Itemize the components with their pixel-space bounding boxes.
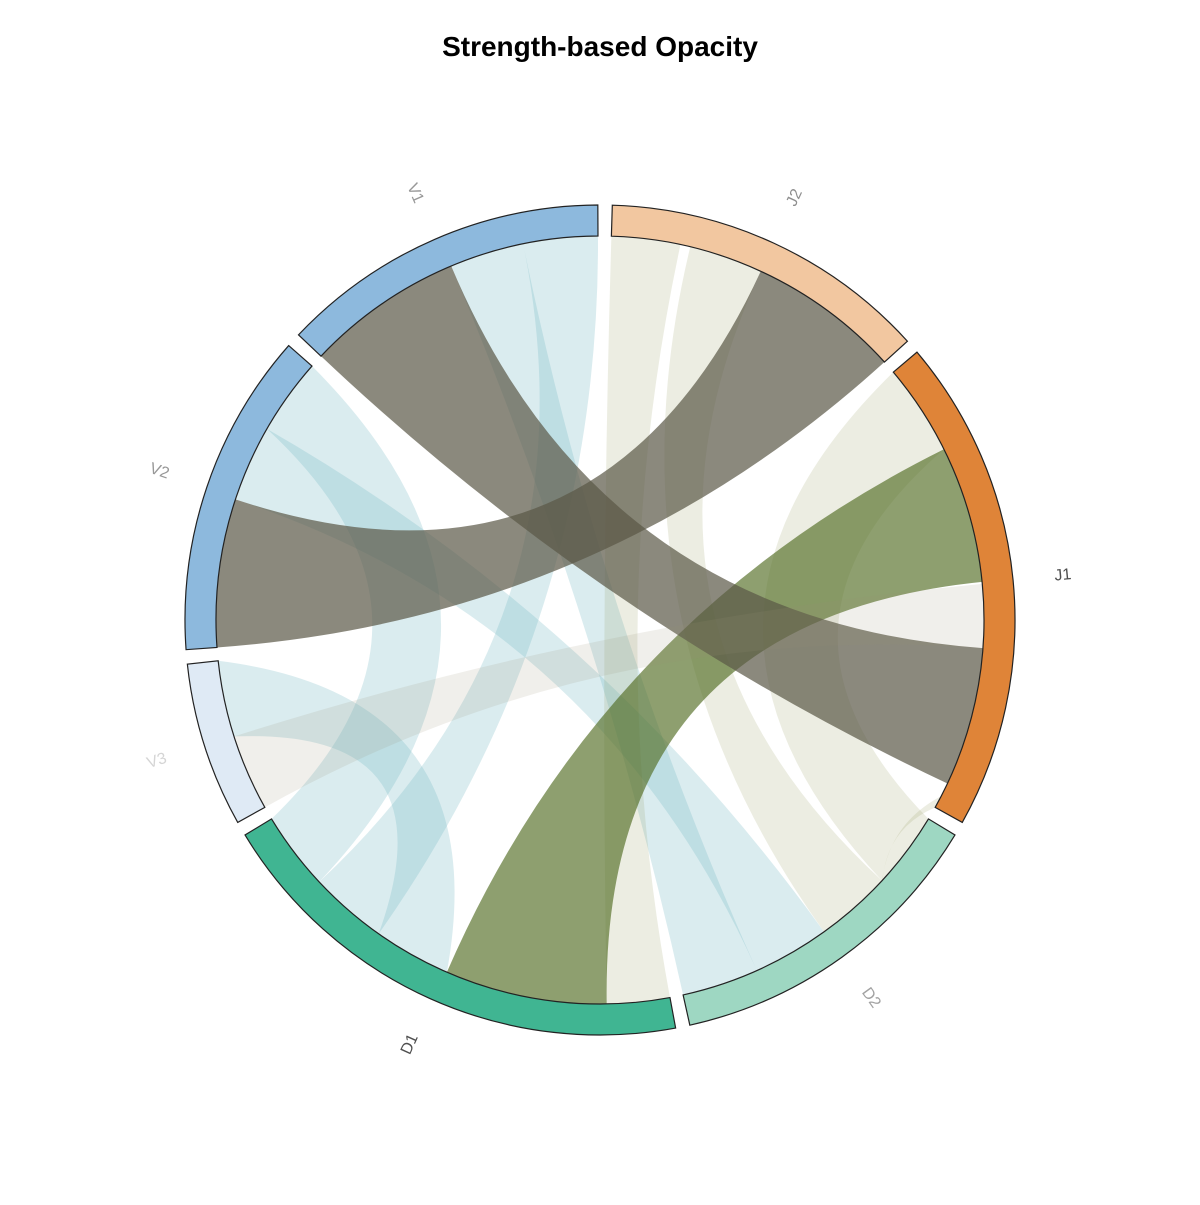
svg-text:J1: J1	[1054, 566, 1073, 585]
svg-text:V2: V2	[147, 460, 171, 482]
svg-text:J2: J2	[783, 186, 806, 209]
svg-text:D1: D1	[398, 1031, 422, 1057]
svg-text:V1: V1	[403, 181, 426, 206]
svg-text:V3: V3	[145, 750, 169, 772]
